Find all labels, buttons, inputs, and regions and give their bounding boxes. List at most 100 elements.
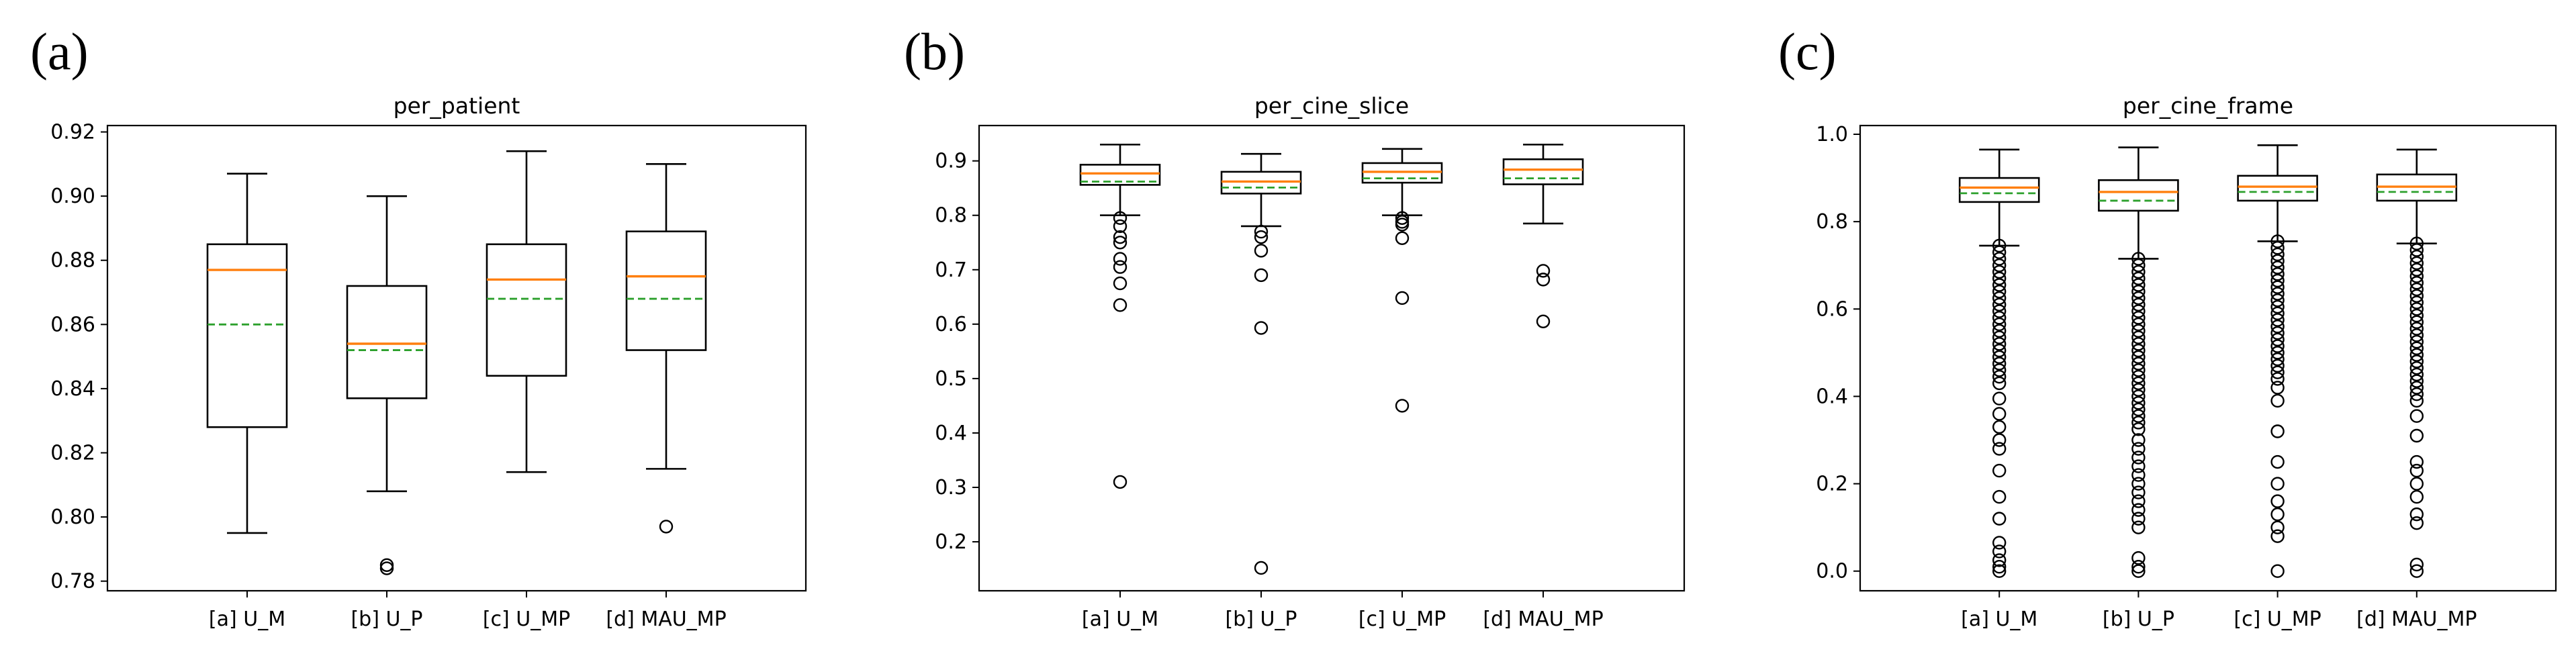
outlier-point xyxy=(2131,324,2146,338)
outlier-point xyxy=(1992,285,2007,299)
box-series-0 xyxy=(1958,148,2040,578)
outlier-point xyxy=(1992,356,2007,371)
outlier-point xyxy=(2409,477,2424,491)
outlier-point xyxy=(2409,256,2424,271)
outlier-point xyxy=(2131,485,2146,499)
outlier-point xyxy=(1395,399,1410,413)
y-tick-label: 0.7 xyxy=(935,258,967,282)
outlier-point xyxy=(1992,278,2007,292)
outlier-point xyxy=(2270,393,2285,408)
outlier-point xyxy=(1992,433,2007,447)
box-series-2 xyxy=(1361,148,1443,413)
outlier-point xyxy=(2131,395,2146,410)
box-series-3 xyxy=(2376,148,2458,578)
outlier-point xyxy=(2270,260,2285,275)
chart-title: per_cine_frame xyxy=(2123,93,2293,119)
x-tick-label: [c] U_MP xyxy=(1359,608,1446,631)
outlier-point xyxy=(1113,230,1128,244)
outlier-point xyxy=(2131,402,2146,417)
outlier-point xyxy=(2131,311,2146,325)
x-tick-label: [b] U_P xyxy=(2103,608,2174,631)
box-series-3 xyxy=(625,163,707,534)
outlier-point xyxy=(2131,450,2146,465)
box-series-2 xyxy=(2237,144,2318,578)
outlier-point xyxy=(2131,433,2146,447)
outlier-point xyxy=(1992,463,2007,478)
outlier-point xyxy=(2131,383,2146,397)
outlier-point xyxy=(2409,361,2424,375)
outlier-point xyxy=(2270,326,2285,340)
panel-label-c: (c) xyxy=(1778,22,1837,81)
outlier-point xyxy=(1992,407,2007,421)
outlier-point xyxy=(1395,211,1410,225)
outlier-point xyxy=(1992,258,2007,273)
outlier-point xyxy=(1992,489,2007,504)
outlier-point xyxy=(1992,350,2007,365)
outlier-point xyxy=(2409,334,2424,349)
outlier-point xyxy=(1395,218,1410,232)
box-series-1 xyxy=(1220,152,1302,575)
outlier-point xyxy=(1254,561,1269,575)
iqr-box xyxy=(486,243,567,377)
outlier-point xyxy=(2409,428,2424,443)
outlier-point xyxy=(1992,369,2007,384)
outlier-point xyxy=(2131,271,2146,285)
outlier-point xyxy=(1992,544,2007,559)
outlier-point xyxy=(2131,350,2146,365)
outlier-point xyxy=(2270,254,2285,268)
outlier-point xyxy=(379,561,394,575)
outlier-point xyxy=(1992,553,2007,567)
outlier-point xyxy=(1113,475,1128,489)
outlier-point xyxy=(2270,529,2285,543)
panel-label-a: (a) xyxy=(30,22,89,81)
x-tick-label: [b] U_P xyxy=(351,608,422,631)
iqr-box xyxy=(625,230,707,351)
outlier-point xyxy=(1992,304,2007,318)
y-tick-label: 0.2 xyxy=(935,530,967,554)
chart-title: per_patient xyxy=(394,93,520,119)
outlier-point xyxy=(2270,520,2285,534)
outlier-point xyxy=(2131,494,2146,508)
y-tick-label: 0.3 xyxy=(935,476,967,499)
outlier-point xyxy=(2409,276,2424,290)
outlier-point xyxy=(2270,372,2285,386)
outlier-point xyxy=(2270,339,2285,353)
outlier-point xyxy=(2409,282,2424,297)
x-tick-label: [d] MAU_MP xyxy=(1483,608,1603,631)
iqr-box xyxy=(2237,175,2318,202)
outlier-point xyxy=(2270,273,2285,288)
y-tick-label: 0.86 xyxy=(50,313,95,336)
outlier-point xyxy=(2409,308,2424,323)
outlier-point xyxy=(2270,358,2285,373)
chart-panel-per-cine-frame: per_cine_frame 0.0 0.2 0.4 0.6 0.8 1.0 [a] U_M [… xyxy=(1816,93,2557,631)
outlier-point xyxy=(1113,298,1128,312)
outlier-point xyxy=(2409,393,2424,408)
outlier-point xyxy=(2131,304,2146,318)
outlier-point xyxy=(1992,337,2007,351)
y-tick-label: 0.88 xyxy=(50,249,95,273)
outlier-point xyxy=(2270,320,2285,334)
outlier-point xyxy=(2131,550,2146,565)
chart-panel-per-patient: per_patient 0.78 0.80 0.82 0.84 0.86 0.88 0.90 0… xyxy=(50,93,807,631)
box-series-0 xyxy=(1079,144,1161,489)
y-tick-label: 0.8 xyxy=(935,204,967,228)
chart-panel-per-cine-slice: per_cine_slice 0.2 0.3 0.4 0.5 0.6 0.7 0.8 0.9 [a… xyxy=(935,93,1686,631)
outlier-point xyxy=(2409,354,2424,369)
outlier-point xyxy=(2409,348,2424,362)
y-tick-label: 0.2 xyxy=(1816,473,1848,496)
outlier-point xyxy=(2270,313,2285,327)
box-series-1 xyxy=(2098,146,2179,578)
x-tick-label: [a] U_M xyxy=(1961,608,2037,631)
outlier-point xyxy=(1254,230,1269,244)
outlier-point xyxy=(2131,278,2146,292)
outlier-point xyxy=(1254,224,1269,239)
y-tick-label: 0.0 xyxy=(1816,560,1848,583)
x-tick-label: [c] U_MP xyxy=(2234,608,2321,631)
outlier-point xyxy=(2270,240,2285,255)
outlier-point xyxy=(2270,293,2285,307)
x-tick-label: [c] U_MP xyxy=(483,608,570,631)
x-tick-label: [a] U_M xyxy=(209,608,285,631)
outlier-point xyxy=(1992,376,2007,391)
outlier-point xyxy=(2270,306,2285,321)
y-tick-label: 0.6 xyxy=(1816,297,1848,321)
